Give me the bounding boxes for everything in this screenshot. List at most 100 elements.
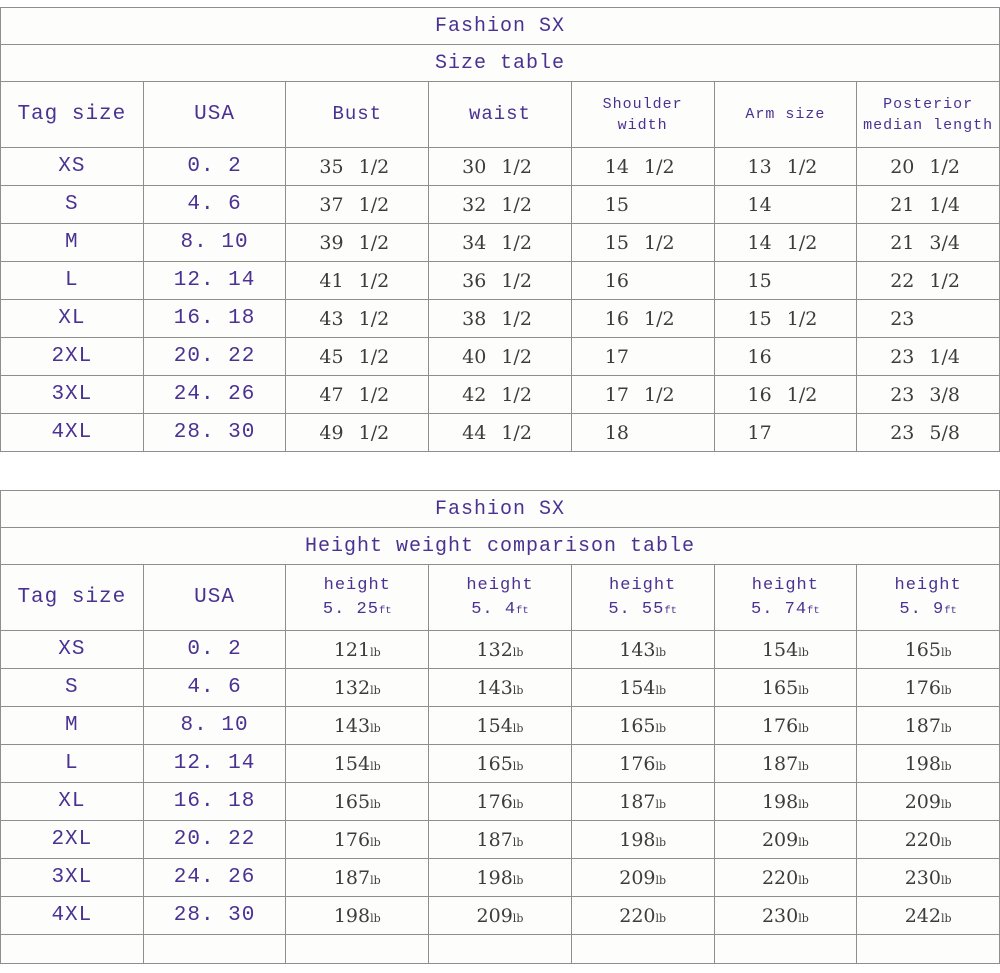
- value-cell: 20 1/2: [856, 147, 1000, 186]
- unit-label: lb: [798, 645, 809, 659]
- usa-size-cell: 16. 18: [142, 782, 287, 821]
- usa-size-cell: 28. 30: [142, 413, 287, 452]
- value-cell: 209lb: [713, 820, 858, 859]
- value-cell: 209lb: [428, 896, 572, 935]
- column-header: height 5. 9ft: [856, 564, 1000, 631]
- unit-label: ft: [664, 604, 677, 617]
- unit-label: ft: [516, 604, 529, 617]
- value-cell: 176lb: [713, 706, 858, 745]
- value-cell: 42 1/2: [428, 375, 572, 414]
- table-row: XS 0. 2 121lb 132lb 143lb 154lb 165lb: [0, 630, 1000, 669]
- usa-size-cell: 4. 6: [142, 668, 287, 707]
- unit-label: lb: [512, 797, 524, 811]
- tag-size-cell: M: [0, 706, 144, 745]
- tag-size-cell: 3XL: [0, 375, 144, 414]
- value-cell: 15: [713, 261, 858, 300]
- unit-label: lb: [940, 835, 952, 849]
- value-cell: 165lb: [713, 668, 858, 707]
- unit-label: lb: [798, 873, 809, 887]
- column-header: Posterior median length: [856, 81, 1000, 148]
- unit-label: lb: [940, 873, 952, 887]
- empty-cell: [856, 934, 1000, 964]
- value-cell: 165lb: [570, 706, 715, 745]
- table-title: Fashion SX: [0, 7, 1000, 45]
- value-cell: 14: [713, 185, 858, 224]
- tag-size-cell: S: [0, 668, 144, 707]
- value-cell: 209lb: [570, 858, 715, 897]
- usa-size-cell: 8. 10: [142, 706, 287, 745]
- value-cell: 49 1/2: [285, 413, 430, 452]
- value-cell: 132lb: [285, 668, 430, 707]
- table-row: M 8. 10 143lb 154lb 165lb 176lb 187lb: [0, 706, 1000, 745]
- unit-label: lb: [655, 911, 667, 925]
- table-row: XS 0. 2 35 1/2 30 1/2 14 1/2 13 1/2 20 1/2: [0, 147, 1000, 186]
- value-cell: 230lb: [856, 858, 1000, 897]
- value-cell: 14 1/2: [713, 223, 858, 262]
- unit-label: lb: [512, 873, 524, 887]
- table-title: Fashion SX: [0, 490, 1000, 528]
- value-cell: 17: [570, 337, 715, 376]
- column-header: Arm size: [713, 81, 858, 148]
- tag-size-cell: M: [0, 223, 144, 262]
- value-cell: 35 1/2: [285, 147, 430, 186]
- value-cell: 154lb: [713, 630, 858, 669]
- value-cell: 15: [570, 185, 715, 224]
- unit-label: lb: [512, 911, 524, 925]
- value-cell: 16 1/2: [713, 375, 858, 414]
- value-cell: 220lb: [570, 896, 715, 935]
- unit-label: lb: [940, 911, 952, 925]
- value-cell: 23 3/8: [856, 375, 1000, 414]
- usa-size-cell: 0. 2: [142, 630, 287, 669]
- value-cell: 187lb: [428, 820, 572, 859]
- value-cell: 47 1/2: [285, 375, 430, 414]
- table-row: S 4. 6 132lb 143lb 154lb 165lb 176lb: [0, 668, 1000, 707]
- unit-label: lb: [655, 683, 667, 697]
- value-cell: 22 1/2: [856, 261, 1000, 300]
- value-cell: 187lb: [713, 744, 858, 783]
- unit-label: lb: [370, 797, 381, 811]
- column-header: height 5. 55ft: [570, 564, 715, 631]
- value-cell: 165lb: [285, 782, 430, 821]
- usa-size-cell: 28. 30: [142, 896, 287, 935]
- value-cell: 143lb: [285, 706, 430, 745]
- unit-label: ft: [378, 604, 392, 617]
- column-header: USA: [142, 564, 287, 631]
- column-header: height 5. 4ft: [428, 564, 572, 631]
- value-cell: 143lb: [428, 668, 572, 707]
- value-cell: 18: [570, 413, 715, 452]
- table-row: L 12. 14 41 1/2 36 1/2 16 15 22 1/2: [0, 261, 1000, 300]
- empty-row: [0, 934, 1000, 964]
- value-cell: 17 1/2: [570, 375, 715, 414]
- value-cell: 39 1/2: [285, 223, 430, 262]
- unit-label: lb: [370, 645, 381, 659]
- value-cell: 23: [856, 299, 1000, 338]
- unit-label: lb: [370, 873, 381, 887]
- unit-label: lb: [655, 721, 667, 735]
- size-table: Fashion SX Size table Tag size USA Bust wai…: [0, 7, 1000, 452]
- unit-label: lb: [655, 835, 667, 849]
- header-row: Tag size USA height 5. 25ft height 5. 4ft heig…: [0, 564, 1000, 631]
- tag-size-cell: S: [0, 185, 144, 224]
- value-cell: 230lb: [713, 896, 858, 935]
- value-cell: 198lb: [285, 896, 430, 935]
- unit-label: lb: [655, 797, 667, 811]
- tag-size-cell: XL: [0, 299, 144, 338]
- table-row: S 4. 6 37 1/2 32 1/2 15 14 21 1/4: [0, 185, 1000, 224]
- value-cell: 198lb: [570, 820, 715, 859]
- usa-size-cell: 12. 14: [142, 261, 287, 300]
- unit-label: lb: [655, 873, 667, 887]
- height-weight-table: Fashion SX Height weight comparison tabl…: [0, 490, 1000, 964]
- value-cell: 30 1/2: [428, 147, 572, 186]
- subtitle-row: Height weight comparison table: [0, 527, 1000, 565]
- usa-size-cell: 16. 18: [142, 299, 287, 338]
- unit-label: lb: [940, 721, 952, 735]
- unit-label: lb: [940, 683, 952, 697]
- unit-label: lb: [798, 797, 809, 811]
- column-header: height 5. 74ft: [713, 564, 858, 631]
- value-cell: 14 1/2: [570, 147, 715, 186]
- unit-label: lb: [798, 683, 809, 697]
- value-cell: 34 1/2: [428, 223, 572, 262]
- value-cell: 198lb: [428, 858, 572, 897]
- table-row: L 12. 14 154lb 165lb 176lb 187lb 198lb: [0, 744, 1000, 783]
- title-row: Fashion SX: [0, 490, 1000, 528]
